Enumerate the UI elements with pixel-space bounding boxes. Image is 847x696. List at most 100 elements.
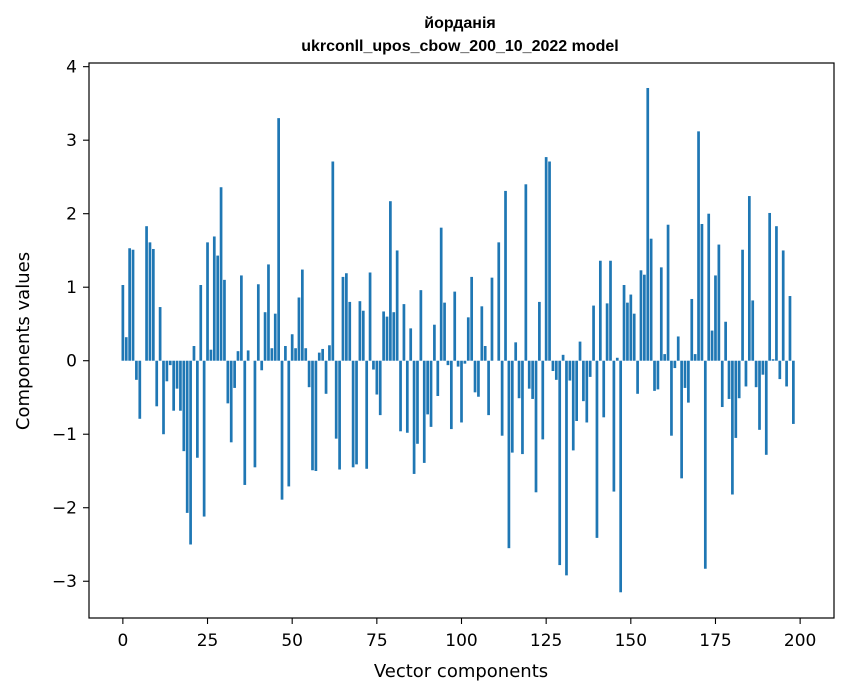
bar-82 (399, 360, 402, 432)
bar-86 (412, 360, 416, 474)
bar-145 (612, 360, 616, 492)
bar-10 (155, 360, 159, 407)
bar-149 (626, 302, 629, 361)
bar-191 (768, 212, 772, 361)
bar-122 (534, 360, 538, 493)
bar-119 (524, 184, 528, 361)
bar-98 (453, 291, 457, 361)
bar-132 (568, 360, 572, 381)
bar-115 (510, 360, 514, 453)
bar-84 (405, 360, 409, 433)
bar-107 (483, 346, 487, 361)
bar-55 (307, 360, 311, 388)
bar-118 (521, 360, 524, 455)
bar-198 (792, 360, 795, 424)
plot-area-frame (88, 62, 835, 619)
bar-35 (240, 275, 243, 361)
bar-143 (605, 303, 609, 361)
bar-0 (121, 285, 125, 361)
bar-20 (189, 360, 192, 545)
bar-186 (751, 300, 755, 361)
bar-9 (151, 248, 155, 361)
bar-7 (145, 226, 148, 361)
bar-127 (551, 360, 555, 372)
bar-162 (670, 360, 673, 436)
bar-104 (473, 360, 477, 393)
bar-27 (212, 236, 216, 361)
bar-59 (321, 348, 325, 361)
bar-164 (676, 336, 680, 361)
x-axis-ticks: 0 25 50 75 100 125 150 175 200 (117, 618, 816, 651)
bar-138 (588, 360, 592, 377)
bar-61 (328, 345, 331, 361)
bar-50 (290, 334, 294, 361)
bar-5 (138, 360, 142, 419)
bar-95 (443, 302, 446, 361)
chart-title-line-1: йорданія (424, 15, 495, 32)
bar-152 (636, 360, 639, 394)
bar-91 (429, 360, 433, 427)
bar-13 (165, 360, 169, 382)
bar-165 (680, 360, 683, 479)
x-tick-label: 100 (445, 631, 477, 651)
bar-116 (514, 342, 518, 361)
bar-125 (544, 157, 548, 361)
bar-52 (297, 297, 301, 361)
bar-57 (314, 360, 318, 471)
bar-41 (260, 360, 264, 371)
bar-140 (595, 360, 599, 538)
bar-2 (128, 248, 131, 361)
bar-146 (615, 357, 619, 361)
bar-106 (480, 306, 484, 361)
bar-129 (558, 360, 562, 566)
x-tick-label: 25 (197, 631, 219, 651)
bar-67 (348, 301, 352, 361)
bar-28 (216, 255, 220, 361)
bar-47 (280, 360, 284, 500)
bar-158 (656, 360, 660, 390)
bar-23 (199, 285, 203, 361)
bar-99 (456, 360, 460, 367)
bar-196 (785, 360, 788, 387)
bar-108 (487, 360, 490, 416)
bar-166 (683, 360, 687, 388)
bar-190 (764, 360, 768, 455)
x-tick-label: 0 (117, 631, 128, 651)
y-tick-label: 0 (66, 352, 77, 372)
bar-100 (460, 360, 463, 423)
chart-title-line-2: ukrconll_upos_cbow_200_10_2022 model (301, 38, 618, 55)
bar-81 (395, 250, 399, 361)
bar-97 (449, 360, 453, 430)
bar-176 (717, 244, 721, 361)
bar-17 (179, 360, 182, 411)
bar-64 (338, 360, 341, 470)
bar-46 (277, 118, 280, 361)
y-tick-label: 2 (66, 205, 77, 225)
bar-1 (124, 337, 128, 361)
bar-85 (409, 328, 413, 361)
bar-173 (707, 213, 711, 361)
bar-170 (697, 131, 700, 361)
bar-111 (497, 242, 501, 361)
bar-183 (741, 249, 744, 361)
bar-112 (500, 360, 504, 436)
bar-187 (754, 360, 758, 388)
bar-69 (355, 360, 358, 465)
bar-123 (538, 301, 541, 361)
y-tick-label: 3 (66, 131, 77, 151)
bar-124 (541, 360, 545, 440)
bar-42 (263, 312, 267, 361)
y-tick-label: −3 (52, 572, 77, 592)
x-tick-label: 75 (366, 631, 388, 651)
bar-126 (548, 161, 551, 361)
bar-160 (663, 354, 667, 361)
x-tick-label: 200 (784, 631, 816, 651)
bar-11 (158, 307, 162, 361)
bar-72 (365, 360, 369, 469)
bar-83 (402, 304, 406, 361)
bar-150 (629, 294, 633, 361)
bar-167 (687, 360, 690, 403)
bar-101 (463, 360, 467, 364)
